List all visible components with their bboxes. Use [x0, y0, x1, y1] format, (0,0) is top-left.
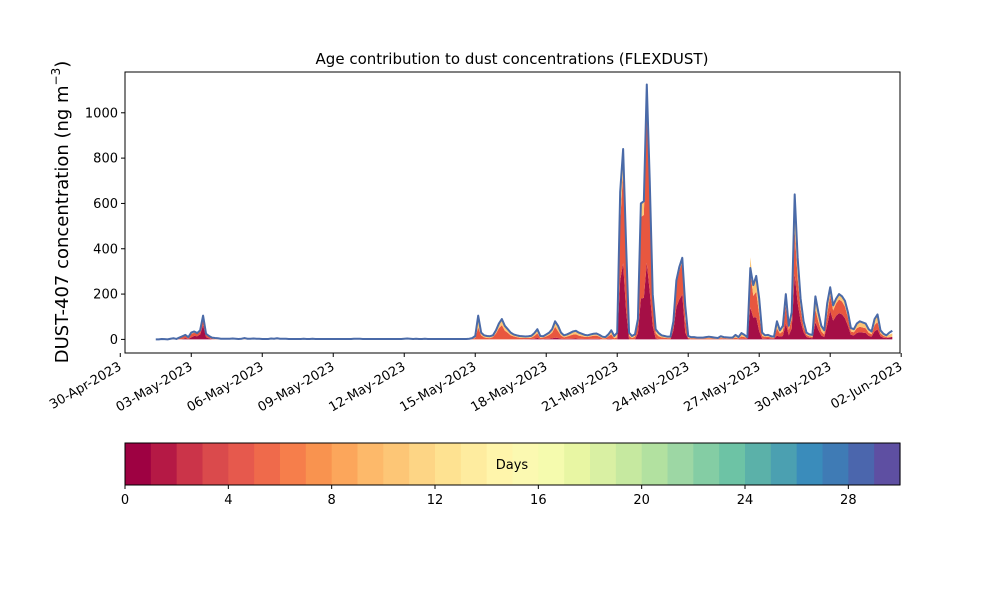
y-axis: 0 200 400 600 800 1000: [85, 106, 125, 348]
x-tick-label: 03-May-2023: [114, 359, 196, 415]
area-age-young: [155, 262, 893, 340]
colorbar-tick-label: 4: [224, 493, 232, 508]
colorbar-bin: [305, 443, 333, 485]
colorbar-bin: [202, 443, 229, 485]
y-axis-label: DUST-407 concentration (ng m−3): [49, 61, 73, 364]
colorbar-bin: [590, 443, 617, 485]
colorbar-tick-label: 8: [328, 493, 336, 508]
colorbar-bin: [486, 443, 514, 485]
colorbar-bin: [667, 443, 694, 485]
colorbar-tick-label: 12: [427, 493, 444, 508]
y-tick-label: 1000: [85, 106, 118, 121]
y-tick-label: 200: [93, 288, 118, 303]
colorbar-tick-label: 16: [530, 493, 547, 508]
colorbar-tick-label: 20: [633, 493, 650, 508]
colorbar-bin: [280, 443, 307, 485]
colorbar-bin: [254, 443, 281, 485]
x-tick-label: 09-May-2023: [256, 359, 338, 415]
y-axis-label-close: ): [52, 61, 73, 68]
x-tick-label: 24-May-2023: [611, 359, 693, 415]
colorbar-bin: [125, 443, 152, 485]
colorbar-tick-label: 0: [121, 493, 129, 508]
colorbar-bin: [564, 443, 591, 485]
colorbar-bin: [512, 443, 539, 485]
colorbar-bin: [228, 443, 255, 485]
plot-area: [155, 83, 893, 341]
colorbar: [125, 443, 901, 485]
x-tick-label: 12-May-2023: [327, 359, 409, 415]
colorbar-bin: [848, 443, 875, 485]
area-age-mid: [155, 109, 893, 340]
x-tick-label: 21-May-2023: [540, 359, 622, 415]
colorbar-bin: [770, 443, 798, 485]
colorbar-label: Days: [496, 458, 529, 473]
colorbar-bin: [331, 443, 359, 485]
y-tick-label: 0: [110, 333, 118, 348]
total-concentration-line: [155, 83, 893, 341]
x-tick-label: 18-May-2023: [469, 359, 551, 415]
colorbar-bin: [615, 443, 643, 485]
colorbar-bin: [409, 443, 436, 485]
colorbar-bin: [874, 443, 901, 485]
colorbar-bin: [538, 443, 565, 485]
plot-frame: [124, 71, 901, 354]
colorbar-bin: [719, 443, 746, 485]
y-axis-label-main: DUST-407 concentration (ng m: [52, 85, 73, 363]
y-tick-label: 400: [93, 242, 118, 257]
colorbar-bin: [460, 443, 488, 485]
x-tick-label: 30-Apr-2023: [47, 359, 124, 412]
y-axis-label-exponent: −3: [49, 68, 63, 86]
colorbar-bin: [745, 443, 772, 485]
colorbar-bin: [383, 443, 410, 485]
colorbar-bin: [435, 443, 462, 485]
colorbar-bin: [176, 443, 204, 485]
x-tick-label: 02-Jun-2023: [828, 359, 905, 412]
colorbar-tick-label: 28: [840, 493, 857, 508]
y-tick-label: 800: [93, 152, 118, 167]
colorbar-bin: [822, 443, 849, 485]
x-tick-label: 27-May-2023: [682, 359, 764, 415]
colorbar-bin: [357, 443, 384, 485]
y-tick-label: 600: [93, 197, 118, 212]
colorbar-frame: [124, 442, 901, 486]
colorbar-bin: [796, 443, 824, 485]
colorbar-tick-label: 24: [737, 493, 754, 508]
colorbar-ticks: 0 4 8 12 16 20 24 28: [121, 485, 857, 508]
x-tick-label: 15-May-2023: [398, 359, 480, 415]
x-tick-label: 30-May-2023: [753, 359, 835, 415]
area-age-old: [155, 84, 893, 340]
chart-title: Age contribution to dust concentrations …: [316, 50, 709, 68]
colorbar-bin: [641, 443, 669, 485]
colorbar-bin: [693, 443, 720, 485]
colorbar-bin: [150, 443, 178, 485]
x-tick-label: 06-May-2023: [185, 359, 267, 415]
x-axis: 30-Apr-202303-May-202306-May-202309-May-…: [47, 353, 905, 415]
